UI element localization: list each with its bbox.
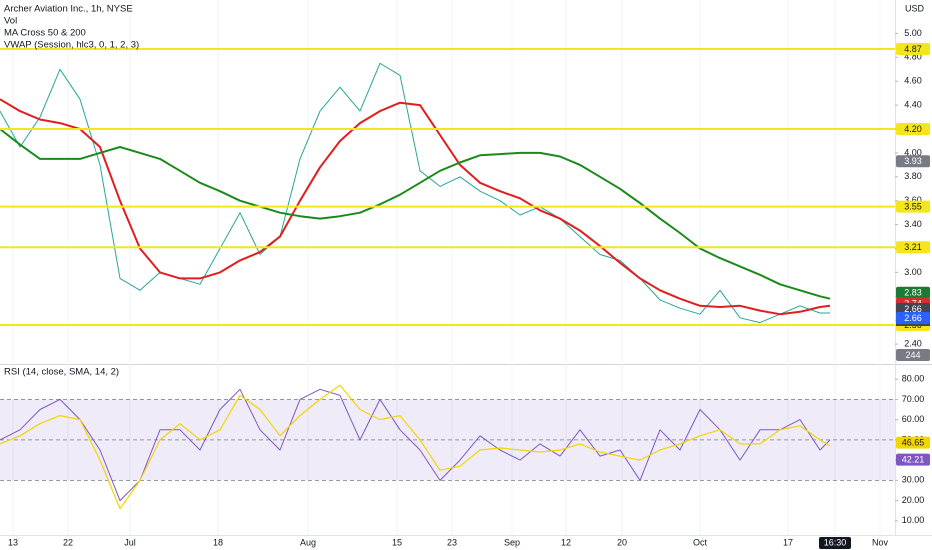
price-badge-label: 46.65 <box>902 438 925 448</box>
series-line <box>0 128 831 300</box>
series-line <box>0 62 830 324</box>
y-tick-label: 4.80 <box>904 52 922 62</box>
x-tick-label: 23 <box>447 537 457 547</box>
price-badge <box>896 312 930 325</box>
x-tick-label: 13 <box>8 537 18 547</box>
price-badge <box>896 286 930 299</box>
x-tick-label: 17 <box>783 537 793 547</box>
x-tick-label: Aug <box>300 537 316 547</box>
x-tick-label: 16:30 <box>824 537 847 547</box>
grid <box>0 0 895 535</box>
y-tick-label: 2.40 <box>904 338 922 348</box>
x-tick-label: Sep <box>504 537 520 547</box>
legend: Archer Aviation Inc., 1h, NYSE Vol MA Cr… <box>4 4 139 378</box>
y-tick-label: 80.00 <box>902 374 925 384</box>
indicator-label: VWAP (Session, hlc3, 0, 1, 2, 3) <box>4 40 139 51</box>
y-tick-label: 4.60 <box>904 76 922 86</box>
y-tick-label: 3.40 <box>904 219 922 229</box>
y-tick-label: 60.00 <box>902 414 925 424</box>
y-tick-label: 4.00 <box>904 147 922 157</box>
indicator-label: MA Cross 50 & 200 <box>4 28 86 39</box>
y-tick-label: 70.00 <box>902 394 925 404</box>
price-badge-label: 3.93 <box>904 156 922 166</box>
x-tick-label: Oct <box>693 537 708 547</box>
indicator-label: Vol <box>4 16 17 27</box>
x-tick-label: 12 <box>561 537 571 547</box>
price-badge-label: 2.66 <box>904 304 922 314</box>
y-tick-label: 20.00 <box>902 495 925 505</box>
level-badge <box>896 241 930 254</box>
price-badge-label: 2.83 <box>904 288 922 298</box>
x-tick-label: 18 <box>213 537 223 547</box>
volume-badge <box>896 349 930 361</box>
level-badge <box>896 42 930 55</box>
x-tick-label: 20 <box>617 537 627 547</box>
price-badge-label: 42.21 <box>902 455 925 465</box>
level-badge <box>896 123 930 136</box>
x-tick-label: Jul <box>124 537 136 547</box>
y-tick-label: 3.60 <box>904 195 922 205</box>
chart-title: Archer Aviation Inc., 1h, NYSE <box>4 4 133 15</box>
x-tick-label: 15 <box>392 537 402 547</box>
y-tick-label: 30.00 <box>902 475 925 485</box>
price-badge <box>896 436 930 449</box>
series-line <box>0 98 831 316</box>
y-tick-label: 4.40 <box>904 100 922 110</box>
level-badge-label: 4.87 <box>904 44 922 54</box>
axis: 2.402.602.803.003.203.403.603.804.004.20… <box>8 28 930 549</box>
y-tick-label: 3.80 <box>904 171 922 181</box>
price-badge <box>896 453 930 466</box>
y-tick-label: 5.00 <box>904 28 922 38</box>
level-badge <box>896 200 930 213</box>
level-badge-label: 4.20 <box>904 124 922 134</box>
level-badge-label: 3.55 <box>904 202 922 212</box>
y-axis-label: USD <box>905 3 925 13</box>
volume-badge-label: 244 <box>905 350 920 360</box>
time-badge <box>819 537 851 549</box>
x-tick-label: 22 <box>63 537 73 547</box>
rsi-title: RSI (14, close, SMA, 14, 2) <box>4 367 119 378</box>
series-line <box>0 384 831 510</box>
x-tick-label: Nov <box>872 537 889 547</box>
price-badge <box>896 155 930 168</box>
price-badge-label: 2.66 <box>904 313 922 323</box>
y-tick-label: 10.00 <box>902 515 925 525</box>
plot <box>0 47 895 510</box>
level-badge-label: 3.21 <box>904 242 922 252</box>
y-tick-label: 3.00 <box>904 267 922 277</box>
